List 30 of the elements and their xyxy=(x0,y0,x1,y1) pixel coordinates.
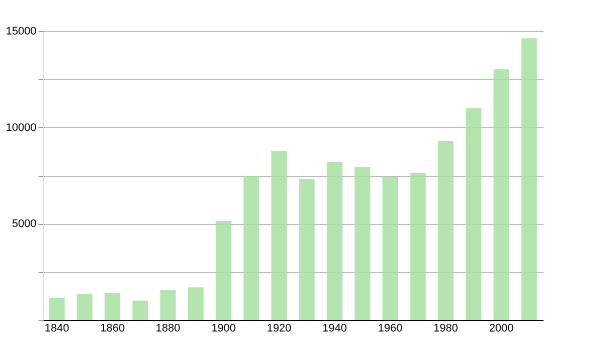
bar xyxy=(521,38,537,320)
bar xyxy=(216,220,232,320)
bar xyxy=(76,294,92,320)
bar xyxy=(354,167,370,320)
bar xyxy=(188,287,204,320)
bar xyxy=(49,298,65,320)
bar xyxy=(326,162,342,320)
x-tick-label: 1840 xyxy=(44,322,70,334)
bar xyxy=(410,172,426,320)
bar xyxy=(382,177,398,320)
x-tick-label: 2000 xyxy=(489,322,514,334)
x-tick-label: 1960 xyxy=(378,322,402,334)
x-tick-label: 1900 xyxy=(211,322,236,334)
x-tick-label: 1940 xyxy=(322,322,347,334)
bar xyxy=(244,176,260,320)
bar xyxy=(271,151,287,320)
bar xyxy=(299,178,315,320)
y-tick-label: 10000 xyxy=(6,122,36,134)
bar xyxy=(160,290,176,320)
bar xyxy=(466,108,482,320)
bar xyxy=(104,293,120,320)
y-tick-label: 5000 xyxy=(12,218,36,230)
x-tick-label: 1920 xyxy=(266,322,292,334)
x-tick-label: 1980 xyxy=(434,322,458,334)
y-tick-label: 15000 xyxy=(6,26,36,38)
x-tick-label: 1880 xyxy=(156,322,180,334)
bar xyxy=(132,300,148,320)
bar xyxy=(438,141,454,320)
bar xyxy=(494,69,510,320)
x-tick-label: 1860 xyxy=(100,322,125,334)
